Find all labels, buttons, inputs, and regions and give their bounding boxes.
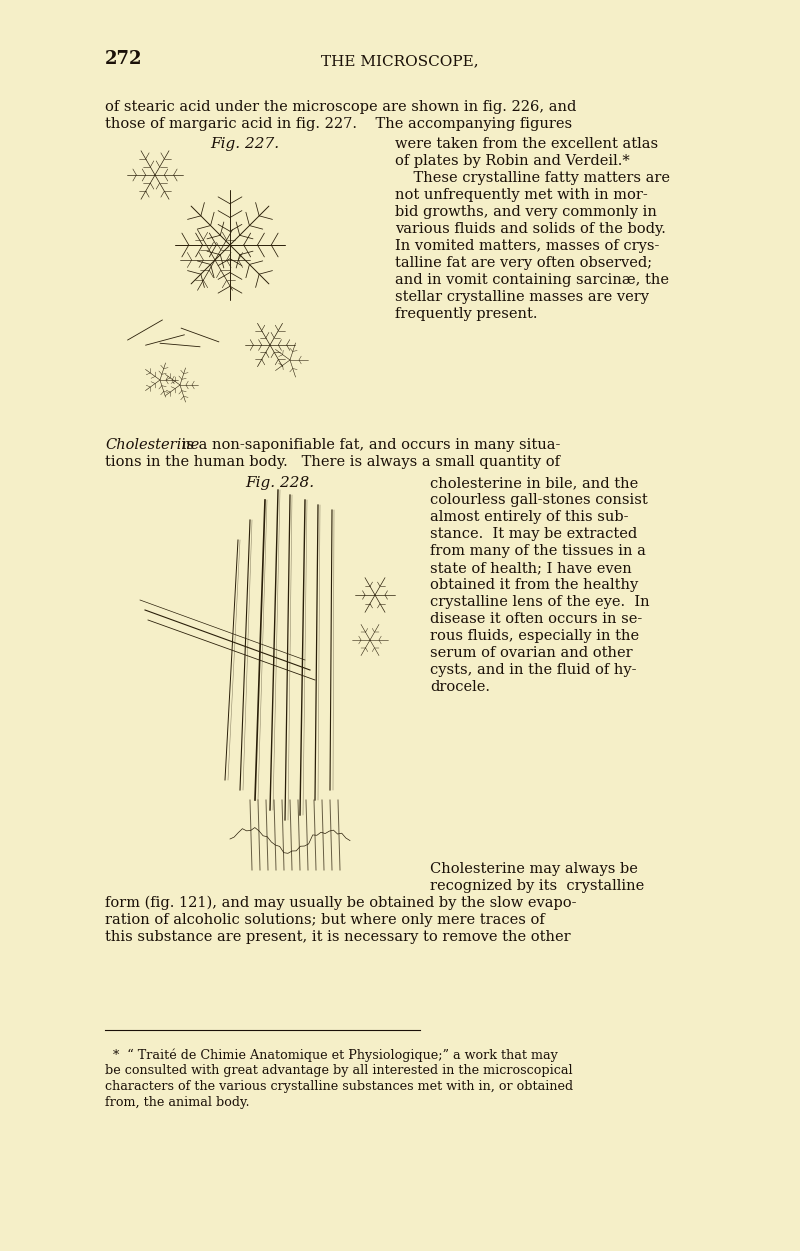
Text: talline fat are very often observed;: talline fat are very often observed; [395, 256, 652, 270]
Text: not unfrequently met with in mor-: not unfrequently met with in mor- [395, 188, 648, 201]
Text: Fig. 228.: Fig. 228. [245, 475, 314, 490]
Text: from, the animal body.: from, the animal body. [105, 1096, 250, 1108]
Text: this substance are present, it is necessary to remove the other: this substance are present, it is necess… [105, 929, 570, 945]
Text: drocele.: drocele. [430, 681, 490, 694]
Text: various fluids and solids of the body.: various fluids and solids of the body. [395, 221, 666, 236]
Text: characters of the various crystalline substances met with in, or obtained: characters of the various crystalline su… [105, 1080, 573, 1093]
Text: crystalline lens of the eye.  In: crystalline lens of the eye. In [430, 595, 650, 609]
Text: disease it often occurs in se-: disease it often occurs in se- [430, 612, 642, 626]
Text: and in vomit containing sarcinæ, the: and in vomit containing sarcinæ, the [395, 273, 669, 286]
Text: colourless gall-stones consist: colourless gall-stones consist [430, 493, 648, 507]
Text: These crystalline fatty matters are: These crystalline fatty matters are [395, 171, 670, 185]
Text: stance.  It may be extracted: stance. It may be extracted [430, 527, 638, 540]
Text: frequently present.: frequently present. [395, 306, 538, 322]
Text: those of margaric acid in fig. 227.    The accompanying figures: those of margaric acid in fig. 227. The … [105, 118, 572, 131]
Text: cysts, and in the fluid of hy-: cysts, and in the fluid of hy- [430, 663, 637, 677]
Text: of stearic acid under the microscope are shown in fig. 226, and: of stearic acid under the microscope are… [105, 100, 576, 114]
Text: rous fluids, especially in the: rous fluids, especially in the [430, 629, 639, 643]
Text: ration of alcoholic solutions; but where only mere traces of: ration of alcoholic solutions; but where… [105, 913, 545, 927]
Text: stellar crystalline masses are very: stellar crystalline masses are very [395, 290, 649, 304]
Text: from many of the tissues in a: from many of the tissues in a [430, 544, 646, 558]
Text: Cholesterine: Cholesterine [105, 438, 199, 452]
Text: serum of ovarian and other: serum of ovarian and other [430, 646, 633, 661]
Text: almost entirely of this sub-: almost entirely of this sub- [430, 510, 629, 524]
Text: is a non-saponifiable fat, and occurs in many situa-: is a non-saponifiable fat, and occurs in… [177, 438, 560, 452]
Text: state of health; I have even: state of health; I have even [430, 560, 632, 575]
Text: cholesterine in bile, and the: cholesterine in bile, and the [430, 475, 638, 490]
Text: *  “ Traité de Chimie Anatomique et Physiologique;” a work that may: * “ Traité de Chimie Anatomique et Physi… [105, 1048, 558, 1062]
Text: tions in the human body.   There is always a small quantity of: tions in the human body. There is always… [105, 455, 560, 469]
Text: THE MICROSCOPE,: THE MICROSCOPE, [321, 54, 479, 68]
Text: be consulted with great advantage by all interested in the microscopical: be consulted with great advantage by all… [105, 1065, 573, 1077]
Text: recognized by its  crystalline: recognized by its crystalline [430, 879, 644, 893]
Text: obtained it from the healthy: obtained it from the healthy [430, 578, 638, 592]
Text: form (fig. 121), and may usually be obtained by the slow evapo-: form (fig. 121), and may usually be obta… [105, 896, 577, 911]
Text: Cholesterine may always be: Cholesterine may always be [430, 862, 638, 876]
Text: bid growths, and very commonly in: bid growths, and very commonly in [395, 205, 657, 219]
Text: Fig. 227.: Fig. 227. [210, 138, 279, 151]
Text: 272: 272 [105, 50, 142, 68]
Text: of plates by Robin and Verdeil.*: of plates by Robin and Verdeil.* [395, 154, 630, 168]
Text: In vomited matters, masses of crys-: In vomited matters, masses of crys- [395, 239, 659, 253]
Text: were taken from the excellent atlas: were taken from the excellent atlas [395, 138, 658, 151]
